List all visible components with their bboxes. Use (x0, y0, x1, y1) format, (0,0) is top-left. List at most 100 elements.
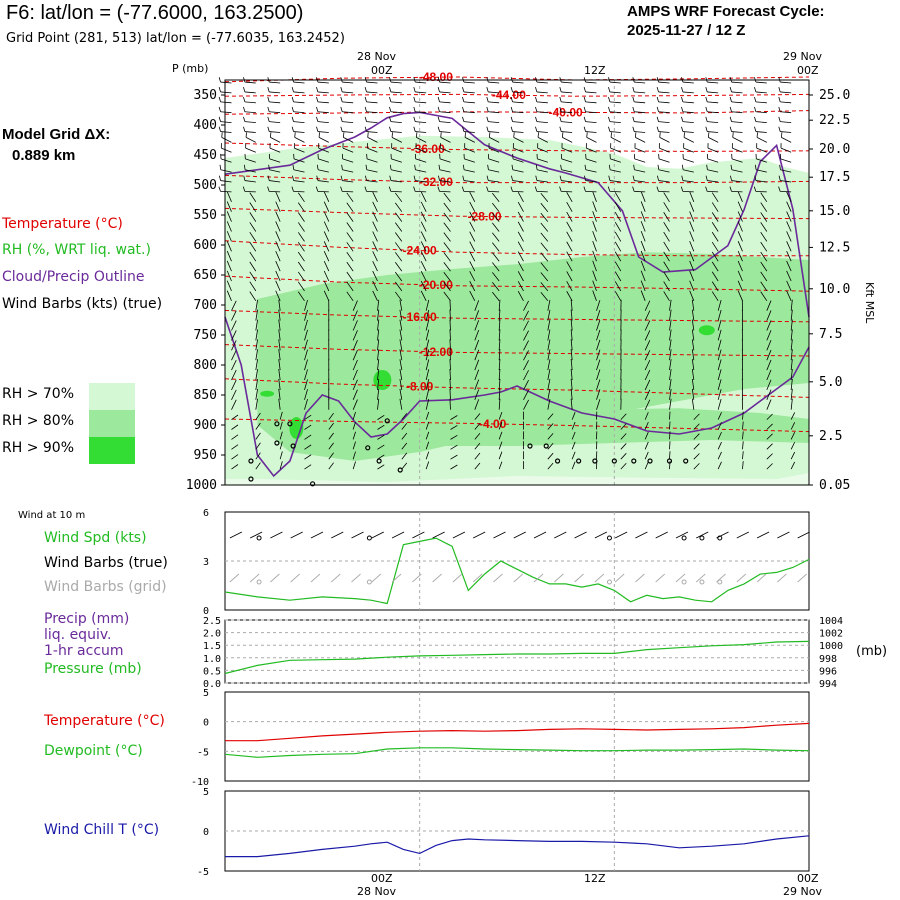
wind-barb (323, 251, 330, 262)
wind-barb-true (635, 531, 648, 539)
wind-barb-grid (472, 573, 483, 583)
wind-barb (394, 261, 403, 272)
wind-barb (449, 339, 451, 351)
wind-barb (562, 136, 573, 143)
wind-barb (658, 131, 670, 133)
wind-barb (634, 131, 646, 133)
temperature-legend: Temperature (°C) (2, 216, 123, 232)
wind-barb (474, 300, 480, 311)
wind-barb (707, 101, 719, 104)
wind-barb (570, 309, 573, 321)
wind-barb (547, 319, 551, 331)
rh-legend: RH (%, WRT liq. wat.) (2, 242, 151, 258)
wind-barb (220, 101, 232, 104)
wind-barb-flag (510, 96, 513, 102)
wind-barb (585, 81, 597, 84)
cross-section-frame (224, 79, 810, 486)
wind-barb (786, 280, 792, 292)
wind-barb-flag (267, 116, 270, 122)
wind-barb (492, 242, 500, 252)
wind-barb (269, 101, 281, 104)
wind-barb (742, 431, 744, 440)
wind-barb-flag (389, 106, 392, 112)
wind-barb (614, 221, 622, 232)
wind-barb (614, 202, 622, 212)
wind-barb (352, 359, 358, 371)
wind-barb (717, 339, 722, 351)
wind-barb (786, 191, 792, 202)
wind-barb (566, 281, 573, 292)
wind-barb (596, 300, 601, 311)
wind-barb (352, 320, 358, 331)
wind-barb (297, 232, 305, 242)
wind-barb (517, 261, 524, 272)
temperature-contour (224, 344, 810, 357)
wind-barb (540, 272, 549, 282)
wind-barb (399, 309, 403, 321)
wind-barb (547, 443, 554, 450)
wind-barb (669, 421, 671, 430)
wind-barb (352, 461, 356, 470)
wind-barb (540, 193, 549, 203)
wind-barb (346, 232, 354, 242)
wind-barb-flag (535, 96, 538, 102)
wind-barb (596, 379, 601, 391)
wind-barb (390, 101, 402, 104)
wind-barb (244, 131, 256, 133)
wind-barb (640, 290, 646, 301)
wind-barb-true (493, 531, 506, 539)
wind-barb (547, 452, 554, 460)
wind-barb (707, 111, 719, 114)
wind-barb (372, 290, 378, 301)
wind-barb (766, 330, 772, 341)
wind-barb (342, 81, 354, 84)
wind-barb (278, 299, 281, 311)
wind-barb (755, 180, 767, 183)
wind-barb (691, 359, 695, 371)
wind-barb-flag (440, 132, 442, 138)
wind-barb-flag (415, 132, 418, 138)
precip-accum-legend: 1-hr accum (44, 643, 124, 659)
wind-barb-grid (797, 573, 807, 583)
pressure-tick-label: 850 (194, 388, 217, 403)
wind-barb (278, 359, 281, 371)
wind-barb-flag (291, 116, 294, 122)
wind-barb (488, 147, 500, 153)
wind-barb (346, 212, 354, 222)
wind-barb (366, 91, 378, 94)
wind-barb (366, 121, 378, 123)
wind-barb-flag (316, 164, 319, 170)
wind-barb (523, 350, 529, 361)
wind-barb (731, 131, 743, 133)
wind-barb (352, 389, 358, 400)
wind-barb (640, 191, 646, 202)
wind-barb-flag (732, 132, 734, 138)
wind-barb (304, 464, 312, 470)
wind-barb (390, 121, 402, 123)
wind-barb-flag (634, 132, 637, 138)
wind-barb (592, 211, 597, 222)
wind-barb-grid (756, 573, 767, 583)
wind-barb-flag (657, 175, 659, 181)
wind-barb (399, 349, 403, 361)
wind-barb (415, 180, 427, 183)
wind-barb-flag (267, 126, 270, 132)
wind-barb (275, 221, 281, 232)
wind-barb-flag (584, 164, 587, 170)
wind-barb (517, 191, 524, 202)
wind-barb-flag (438, 164, 441, 170)
wind-barb-flag (535, 164, 538, 170)
wind-barb-flag (511, 175, 513, 181)
wind-barb-true (412, 531, 425, 539)
wind-barb (278, 369, 281, 381)
temperature-contour-label: -20.00 (419, 278, 453, 292)
wind-barb (737, 221, 743, 232)
wind-barb (323, 211, 330, 222)
wind-barb (342, 121, 354, 123)
wind-barb (561, 158, 573, 163)
wind-barb (760, 222, 768, 232)
wind-barb (231, 350, 237, 361)
wind-barb (537, 158, 548, 163)
wind-barb (540, 222, 549, 232)
